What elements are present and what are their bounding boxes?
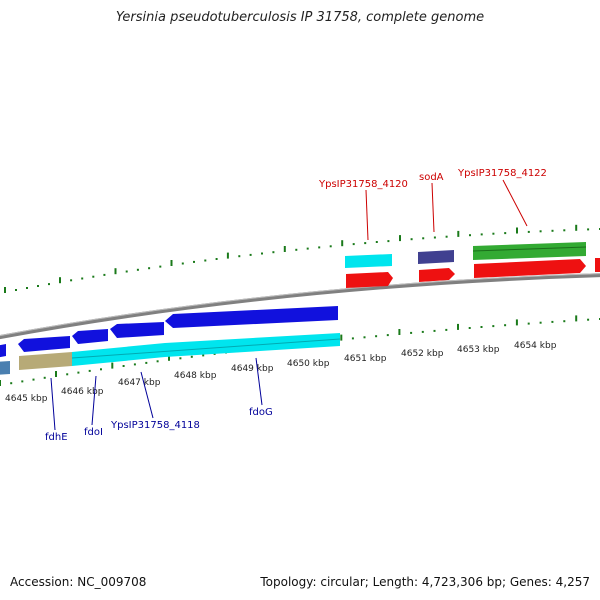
kbp-axis-labels: 4645 kbp 4646 kbp 4647 kbp 4648 kbp 4649…: [5, 341, 557, 404]
top-strand-features: [345, 242, 600, 288]
gene-feature[interactable]: [345, 254, 392, 268]
kbp-label: 4650 kbp: [287, 359, 330, 369]
gene-feature[interactable]: [19, 352, 72, 370]
kbp-label: 4646 kbp: [61, 387, 104, 397]
gene-feature[interactable]: [110, 322, 164, 338]
kbp-label: 4653 kbp: [457, 345, 500, 355]
gene-label-fdog[interactable]: fdoG: [249, 407, 273, 418]
gene-labels-top: YpsIP31758_4120 sodA YpsIP31758_4122: [318, 168, 547, 241]
genome-summary-text: Topology: circular; Length: 4,723,306 bp…: [260, 575, 590, 589]
gene-labels-bottom: fdhE fdoI YpsIP31758_4118 fdoG: [45, 357, 273, 443]
cds-feature[interactable]: [595, 258, 600, 272]
gene-feature[interactable]: [72, 329, 108, 344]
gene-label-ypsip31758-4120[interactable]: YpsIP31758_4120: [318, 179, 408, 190]
gene-feature[interactable]: [418, 250, 454, 264]
gene-feature[interactable]: [165, 306, 338, 328]
kbp-label: 4645 kbp: [5, 394, 48, 404]
genome-backbone: [0, 273, 600, 340]
cds-feature[interactable]: [346, 272, 393, 288]
gene-feature[interactable]: [473, 242, 586, 260]
kbp-label: 4649 kbp: [231, 364, 274, 374]
gene-label-ypsip31758-4118[interactable]: YpsIP31758_4118: [110, 420, 200, 431]
kbp-label: 4647 kbp: [118, 378, 161, 388]
kbp-label: 4651 kbp: [344, 354, 387, 364]
gene-feature[interactable]: [0, 344, 6, 358]
bottom-strand-features: [0, 306, 341, 375]
gene-label-fdoi[interactable]: fdoI: [84, 427, 103, 438]
cds-feature[interactable]: [474, 259, 586, 278]
tick-row-top: [4, 224, 600, 293]
kbp-label: 4652 kbp: [401, 349, 444, 359]
gene-label-soda[interactable]: sodA: [419, 172, 444, 183]
gene-feature[interactable]: [0, 361, 10, 375]
gene-label-ypsip31758-4122[interactable]: YpsIP31758_4122: [457, 168, 547, 179]
kbp-label: 4654 kbp: [514, 341, 557, 351]
kbp-label: 4648 kbp: [174, 371, 217, 381]
cds-feature[interactable]: [419, 268, 455, 282]
map-title: Yersinia pseudotuberculosis IP 31758, co…: [115, 10, 485, 25]
gene-feature[interactable]: [18, 336, 70, 352]
gene-label-fdhe[interactable]: fdhE: [45, 432, 68, 443]
accession-text: Accession: NC_009708: [10, 575, 147, 589]
